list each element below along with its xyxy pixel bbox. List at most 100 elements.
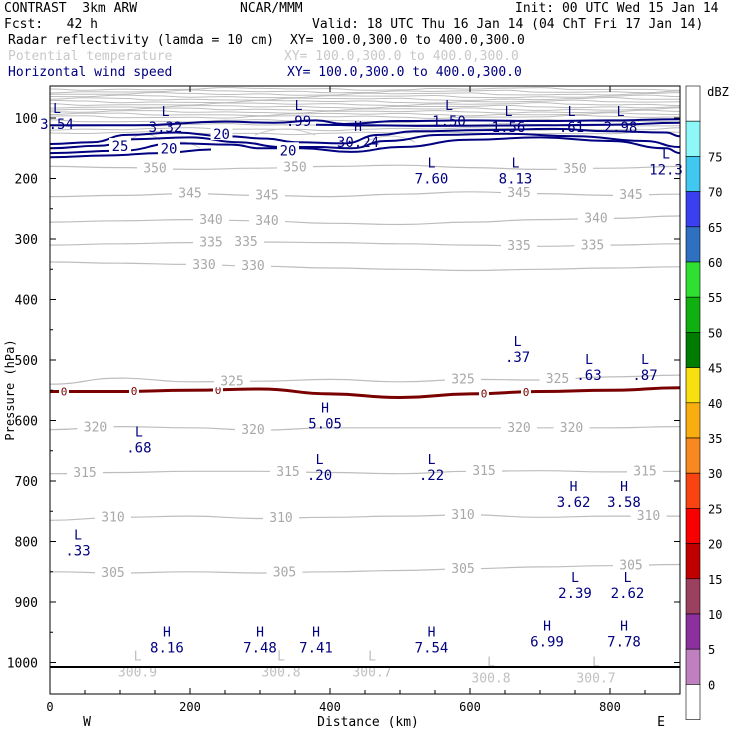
theta-extremum-value: 300.9	[118, 666, 157, 681]
theta-upper-line	[50, 94, 680, 99]
colorbar-swatch	[685, 543, 701, 580]
theta-label-310: 310	[101, 511, 124, 526]
colorbar-swatch	[685, 85, 701, 122]
colorbar-unit: dBZ	[707, 85, 729, 99]
theta-label-315: 315	[276, 465, 299, 480]
extremum-letter: L	[624, 571, 632, 586]
extremum-value: .37	[505, 350, 530, 366]
colorbar-swatch	[685, 684, 701, 720]
valid-time: Valid: 18 UTC Thu 16 Jan 14 (04 ChT Fri …	[312, 17, 704, 32]
colorbar-swatch	[685, 332, 701, 368]
y-tick-label: 100	[15, 112, 38, 127]
y-tick-label: 300	[15, 233, 38, 248]
extremum-value: 3.58	[607, 495, 641, 511]
theta-label-bg	[501, 185, 537, 200]
y-tick-label: 1000	[7, 657, 38, 672]
chart-title: CONTRAST 3km ARW	[4, 1, 138, 16]
extremum-value: 1.56	[492, 120, 526, 136]
theta-label-bg	[193, 212, 229, 227]
theta-extremum-value: 300.8	[471, 672, 510, 687]
west-label: W	[83, 715, 91, 730]
theta-label-320: 320	[84, 421, 107, 436]
theta-upper-bump	[254, 128, 316, 136]
extremum-letter: H	[312, 625, 320, 640]
extremum-letter: L	[617, 105, 625, 120]
colorbar-swatch	[685, 296, 701, 333]
extremum-value: 12.3	[649, 162, 683, 178]
extremum-value: .87	[632, 368, 657, 384]
extremum-letter: H	[620, 480, 628, 495]
theta-extremum-value: 300.7	[352, 666, 391, 681]
y-tick-label: 700	[15, 475, 38, 490]
wind-speed-label: 25	[112, 139, 129, 155]
extremum-letter: H	[543, 619, 551, 634]
field-reflectivity-xy: XY= 100.0,300.0 to 400.0,300.0	[290, 33, 525, 48]
wind-contour	[50, 132, 680, 150]
wind-contour	[50, 148, 212, 159]
extremum-value: 7.48	[243, 640, 277, 656]
extremum-letter: L	[571, 571, 579, 586]
theta-label-bg	[553, 419, 590, 434]
colorbar-level-label: 60	[708, 256, 722, 270]
theta-contour-310	[50, 514, 680, 521]
extremum-value: 7.78	[607, 634, 641, 650]
east-label: E	[657, 715, 665, 730]
wind-speed-label: 20	[161, 141, 178, 157]
theta-label-bg	[557, 160, 593, 175]
organization-label: NCAR/MMM	[240, 1, 303, 16]
theta-label-bg	[574, 237, 611, 252]
theta-label-bg	[235, 258, 271, 273]
extremum-letter: L	[428, 453, 436, 468]
theta-label-345: 345	[507, 186, 530, 201]
extremum-value: 3.54	[40, 117, 74, 133]
theta-label-bg	[277, 159, 313, 174]
field-theta-name: Potential temperature	[8, 49, 173, 64]
theta-upper-line	[50, 91, 680, 96]
extremum-value: .99	[286, 114, 311, 130]
wind-contours	[50, 118, 680, 159]
theta-label-340: 340	[255, 214, 278, 229]
theta-label-bg	[263, 510, 299, 525]
extremum-letter: L	[568, 105, 576, 120]
theta-label-305: 305	[273, 566, 296, 581]
colorbar-level-label: 0	[708, 678, 715, 692]
theta-label-325: 325	[451, 373, 474, 388]
colorbar-swatch	[685, 578, 701, 615]
theta-label-335: 335	[581, 238, 604, 253]
colorbar-level-label: 25	[708, 502, 722, 516]
extremum-letter: H	[354, 120, 362, 135]
theta-label-305: 305	[619, 558, 642, 573]
theta-label-bg	[228, 234, 264, 249]
theta-label-320: 320	[560, 421, 583, 436]
colorbar-swatch	[685, 120, 701, 157]
freezing-label-bg	[59, 385, 69, 398]
freezing-level-label: 0	[215, 384, 222, 397]
colorbar-level-label: 10	[708, 608, 722, 622]
theta-contour-315	[50, 470, 680, 475]
freezing-level-line	[50, 386, 680, 400]
extremum-value: 6.99	[530, 634, 564, 650]
theta-extremum-value: 300.8	[261, 666, 300, 681]
extremum-letter: H	[570, 480, 578, 495]
x-tick-label: 400	[319, 700, 341, 714]
theta-label-bg	[95, 564, 131, 579]
y-tick-label: 800	[15, 536, 38, 551]
theta-label-bg	[235, 421, 271, 436]
extremum-letter: L	[641, 353, 649, 368]
extremum-value: .63	[576, 368, 601, 384]
theta-extremum-letter: L	[134, 650, 142, 665]
wind-label-bg	[210, 125, 233, 140]
theta-label-bg	[613, 187, 649, 202]
extremum-letter: L	[295, 99, 303, 114]
theta-label-bg	[193, 234, 229, 249]
theta-label-345: 345	[255, 189, 278, 204]
extremum-letter: H	[256, 625, 264, 640]
theta-label-345: 345	[619, 188, 642, 203]
freezing-level-label: 0	[61, 385, 68, 398]
extremum-value: 5.05	[308, 416, 342, 432]
wind-contour	[50, 118, 680, 127]
theta-label-330: 330	[192, 258, 215, 273]
field-wind-name: Horizontal wind speed	[8, 65, 173, 80]
theta-contour-330	[50, 261, 680, 272]
theta-contour-345	[50, 191, 680, 198]
